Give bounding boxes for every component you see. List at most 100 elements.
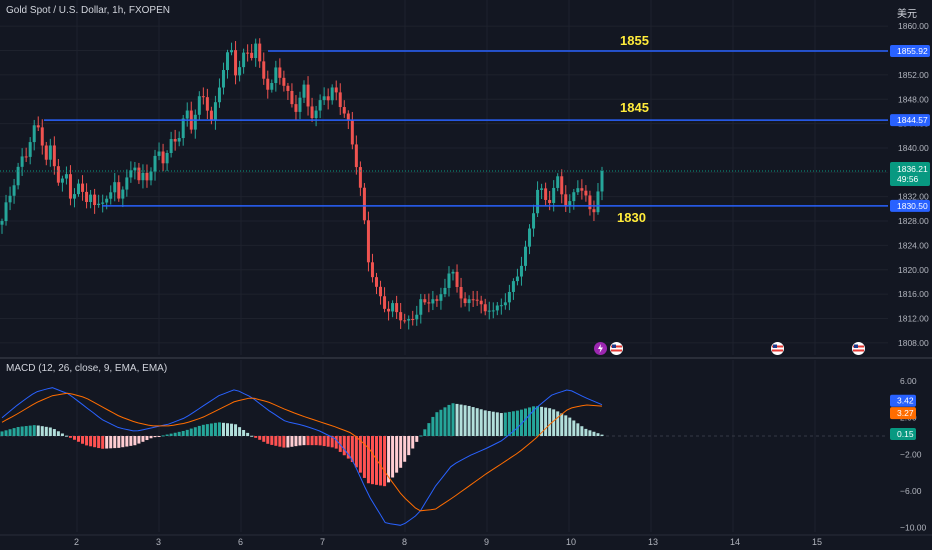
candle-body: [532, 213, 536, 229]
macd-histogram-bar: [471, 407, 475, 436]
candle-body: [374, 277, 378, 287]
candle-body: [181, 118, 185, 139]
macd-histogram-bar: [109, 436, 113, 449]
candle-body: [298, 97, 302, 112]
us-flag-icon[interactable]: [852, 342, 865, 355]
candle-body: [334, 87, 338, 93]
macd-histogram-bar: [40, 426, 44, 436]
macd-pane: [0, 387, 888, 526]
candle-body: [350, 119, 354, 145]
macd-histogram-bar: [399, 436, 403, 468]
price-tick-label: 1852.00: [898, 70, 929, 80]
macd-histogram-bar: [105, 436, 109, 449]
macd-histogram-bar: [177, 431, 181, 436]
candle-body: [471, 299, 475, 301]
macd-histogram-bar: [254, 436, 258, 438]
candle-body: [499, 305, 503, 307]
candle-body: [169, 139, 173, 153]
macd-histogram-bar: [451, 403, 455, 436]
candle-body: [318, 100, 322, 111]
candle-body: [250, 52, 254, 59]
price-tick-label: 1812.00: [898, 313, 929, 323]
level-price-value: 1830.50: [897, 201, 928, 211]
candle-body: [302, 84, 306, 98]
us-flag-icon[interactable]: [610, 342, 623, 355]
macd-histogram-bar: [64, 435, 68, 437]
macd-histogram-bar: [427, 423, 431, 436]
candle-body: [85, 191, 89, 203]
candle-body: [16, 166, 20, 186]
candle-body: [242, 52, 246, 68]
macd-line: [1, 387, 603, 526]
time-tick-label: 10: [566, 537, 576, 547]
histogram-value-tag: 0.15: [897, 429, 914, 439]
support-resistance-levels[interactable]: 1855 1845 1830: [44, 33, 888, 225]
macd-value-tag-bg: [890, 394, 916, 407]
macd-histogram-bar: [157, 436, 161, 437]
macd-histogram-bar: [528, 407, 532, 436]
macd-histogram-bar: [334, 436, 338, 449]
macd-histogram-bar: [346, 436, 350, 459]
candle-body: [391, 303, 395, 312]
price-tick-label: 1824.00: [898, 240, 929, 250]
macd-histogram-bar: [370, 436, 374, 485]
macd-histogram-bar: [407, 436, 411, 456]
candle-body: [0, 221, 4, 225]
candle-body: [431, 299, 435, 304]
macd-histogram-bar: [552, 409, 556, 436]
level-price-tag: [890, 199, 930, 212]
macd-histogram-bar: [330, 436, 334, 448]
macd-histogram-bar: [153, 436, 157, 438]
candle-body: [24, 156, 28, 158]
candle-body: [44, 145, 48, 160]
candles: [0, 38, 888, 330]
macd-histogram-bar: [294, 436, 298, 447]
countdown-timer: 49:56: [897, 174, 919, 184]
macd-histogram-bar: [419, 435, 423, 437]
candle-body: [238, 67, 242, 76]
price-tick-label: 1832.00: [898, 192, 929, 202]
macd-histogram-bar: [0, 431, 4, 436]
macd-histogram-bar: [354, 436, 358, 468]
candle-body: [36, 125, 40, 128]
macd-histogram-bar: [383, 436, 387, 487]
candle-body: [197, 96, 201, 115]
candle-body: [290, 90, 294, 105]
macd-histogram-bar: [201, 424, 205, 436]
macd-histogram-bar: [246, 432, 250, 436]
candle-body: [330, 87, 334, 101]
symbol-title[interactable]: Gold Spot / U.S. Dollar, 1h, FXOPEN: [6, 5, 170, 16]
macd-histogram-bar: [483, 410, 487, 436]
candle-body: [588, 195, 592, 210]
macd-histogram-bar: [213, 422, 217, 436]
macd-histogram-bar: [193, 427, 197, 436]
candle-body: [322, 96, 326, 101]
macd-histogram-bar: [540, 406, 544, 436]
macd-histogram-bar: [439, 409, 443, 436]
macd-histogram-bar: [298, 436, 302, 446]
candle-body: [254, 43, 258, 59]
candle-body: [564, 194, 568, 207]
candle-body: [366, 220, 370, 263]
candle-body: [306, 84, 310, 107]
candle-body: [278, 67, 282, 78]
candle-body: [479, 300, 483, 305]
macd-histogram-bar: [20, 426, 24, 436]
candle-body: [97, 203, 101, 206]
macd-histogram-bar: [44, 426, 48, 436]
candle-body: [326, 96, 330, 101]
macd-histogram-bar: [149, 436, 153, 439]
macd-histogram-bar: [391, 436, 395, 478]
macd-histogram-bar: [226, 423, 230, 436]
candle-body: [89, 194, 93, 203]
candle-body: [177, 138, 181, 142]
macd-histogram-bar: [572, 420, 576, 436]
lightning-icon[interactable]: [594, 342, 607, 355]
macd-histogram-bar: [129, 436, 133, 446]
macd-tick-label: 6.00: [900, 376, 917, 386]
macd-title[interactable]: MACD (12, 26, close, 9, EMA, EMA): [6, 363, 168, 374]
macd-histogram-bar: [24, 426, 28, 436]
us-flag-icon[interactable]: [771, 342, 784, 355]
candle-body: [129, 170, 133, 178]
